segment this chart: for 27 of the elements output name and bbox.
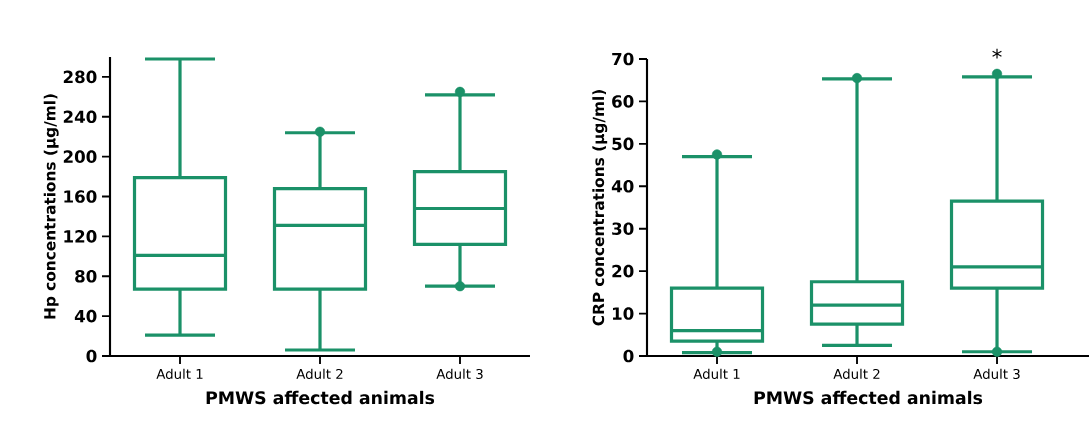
y-tick-label: 20 bbox=[612, 264, 634, 278]
x-tick-label: Adult 2 bbox=[833, 368, 880, 380]
y-tick-label: 50 bbox=[612, 137, 634, 151]
y-tick-label: 10 bbox=[612, 307, 634, 320]
y-tick-label: 0 bbox=[623, 349, 634, 363]
x-tick-label: Adult 2 bbox=[296, 368, 343, 380]
x-axis-title: PMWS affected animals bbox=[206, 390, 435, 405]
x-tick-label: Adult 3 bbox=[436, 368, 483, 380]
text: * bbox=[992, 48, 1002, 59]
y-axis-title: Hp concentrations (μg/ml) bbox=[43, 94, 59, 319]
y-tick-label: 40 bbox=[611, 179, 634, 193]
y-tick-label: 60 bbox=[612, 95, 634, 108]
y-tick-label: 0 bbox=[86, 349, 97, 363]
y-tick-label: 160 bbox=[64, 190, 97, 203]
x-tick-label: Adult 1 bbox=[693, 368, 740, 380]
x-tick-label: Adult 1 bbox=[156, 368, 203, 380]
x-axis-title: PMWS affected animals bbox=[754, 390, 983, 405]
y-tick-label: 200 bbox=[63, 150, 97, 163]
y-tick-label: 280 bbox=[63, 70, 97, 84]
x-tick-label: Adult 3 bbox=[973, 368, 1020, 380]
y-tick-label: 30 bbox=[612, 222, 634, 235]
y-tick-label: 240 bbox=[63, 110, 97, 124]
y-tick-label: 120 bbox=[64, 230, 97, 243]
y-tick-label: 80 bbox=[75, 269, 97, 283]
y-tick-label: 70 bbox=[612, 52, 634, 66]
y-tick-label: 40 bbox=[74, 309, 97, 323]
y-axis-title: CRP concentrations (μg/ml) bbox=[592, 90, 608, 326]
